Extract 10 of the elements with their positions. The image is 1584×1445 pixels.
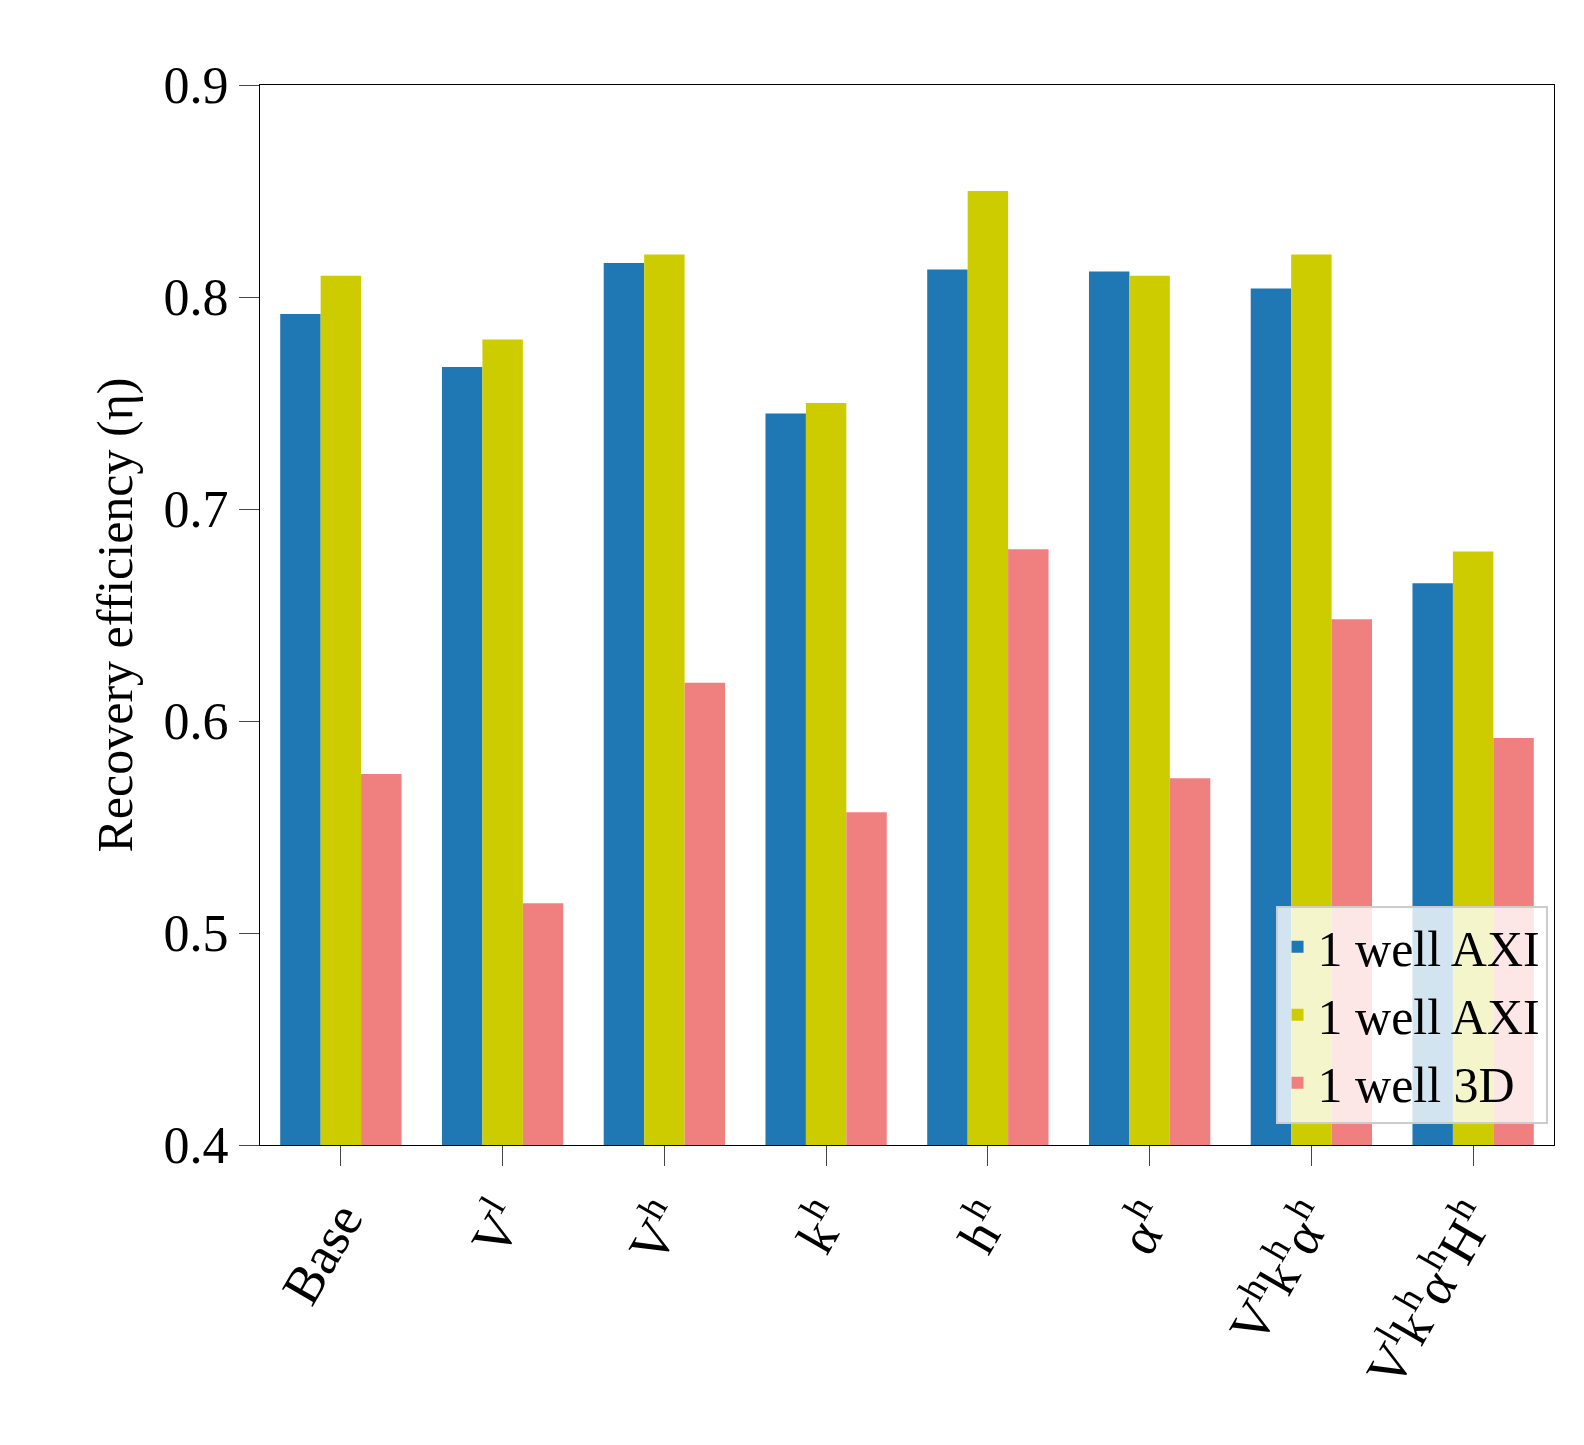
legend-label: 1 well 3D	[1317, 1057, 1515, 1114]
y-tick-label: 0.6	[163, 693, 229, 751]
y-axis-title: Recovery efficiency (η)	[86, 377, 143, 853]
y-tick-label: 0.8	[163, 269, 229, 327]
y-tick-label: 0.5	[163, 905, 229, 963]
y-tick-label: 0.7	[163, 481, 229, 539]
y-tick-label: 0.4	[163, 1117, 229, 1175]
legend-label: 1 well AXI	[1317, 989, 1540, 1046]
legend-label: 1 well AXI	[1317, 921, 1540, 978]
y-tick-label: 0.9	[163, 57, 229, 115]
